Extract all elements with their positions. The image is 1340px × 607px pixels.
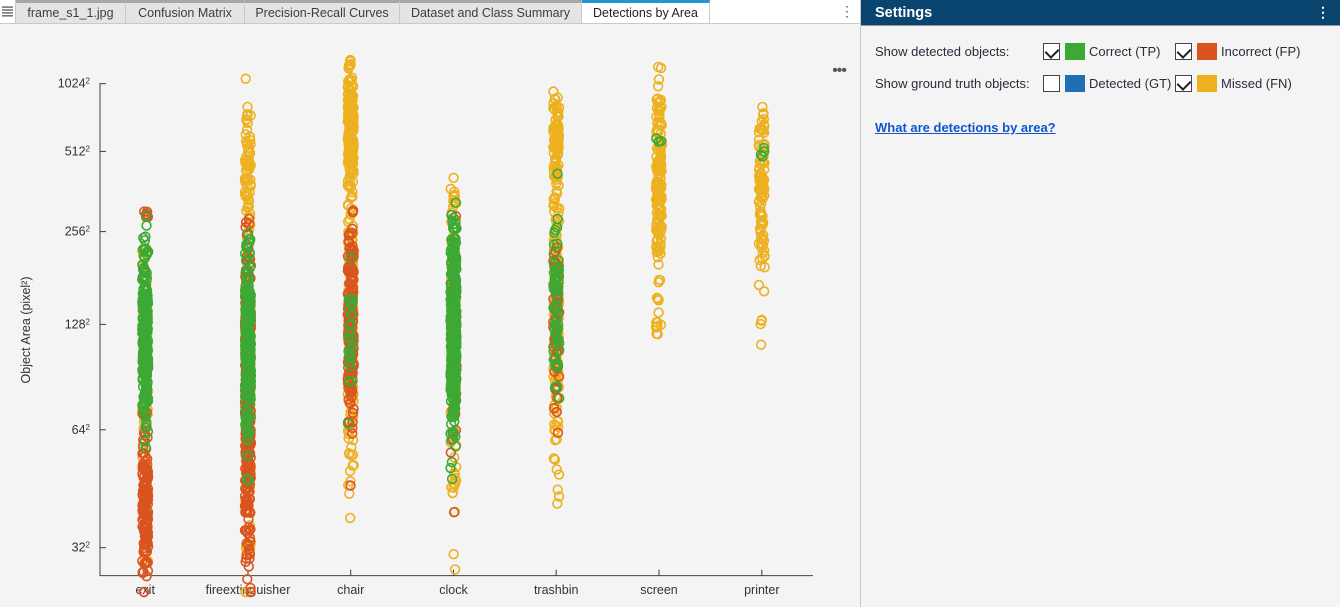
svg-text:642: 642 [72, 422, 91, 437]
svg-text:Object Area (pixel²): Object Area (pixel²) [19, 277, 33, 384]
svg-text:screen: screen [640, 583, 678, 597]
svg-text:5122: 5122 [65, 144, 91, 159]
svg-text:printer: printer [744, 583, 779, 597]
svg-text:clock: clock [439, 583, 468, 597]
svg-text:1282: 1282 [65, 317, 91, 332]
svg-text:322: 322 [72, 540, 91, 555]
svg-text:chair: chair [337, 583, 364, 597]
svg-text:exit: exit [135, 583, 155, 597]
svg-text:trashbin: trashbin [534, 583, 579, 597]
svg-text:10242: 10242 [58, 76, 91, 91]
svg-text:2562: 2562 [65, 224, 91, 239]
